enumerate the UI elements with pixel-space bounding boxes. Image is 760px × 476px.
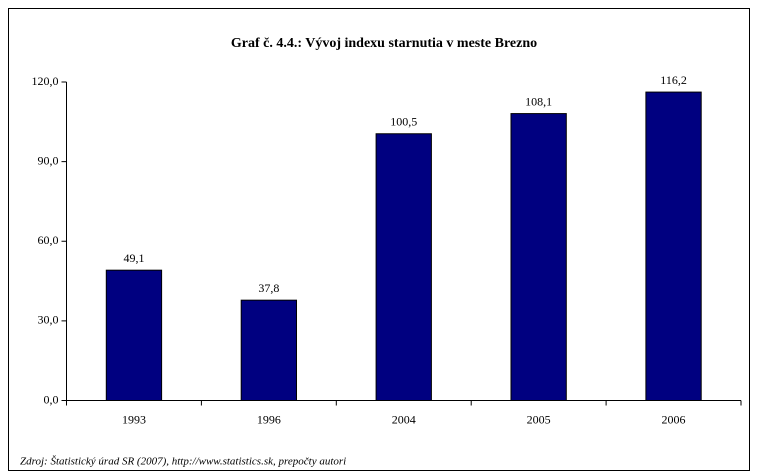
x-tick-label: 2005 bbox=[527, 412, 551, 426]
bar bbox=[645, 91, 702, 401]
y-tick-label: 30,0 bbox=[38, 313, 59, 327]
source-note: Zdroj: Štatistický úrad SR (2007), http:… bbox=[20, 456, 346, 468]
data-label: 108,1 bbox=[525, 94, 552, 108]
data-label: 100,5 bbox=[390, 115, 417, 129]
y-tick-label: 60,0 bbox=[38, 233, 59, 247]
y-tick-label: 0,0 bbox=[44, 392, 59, 406]
y-tick-label: 90,0 bbox=[38, 153, 59, 167]
x-tick-label: 1993 bbox=[122, 412, 146, 426]
bar bbox=[375, 133, 432, 401]
bar bbox=[105, 269, 163, 401]
x-tick-label: 2004 bbox=[392, 412, 416, 426]
y-tick-label: 120,0 bbox=[32, 74, 59, 88]
x-tick-label: 2006 bbox=[662, 412, 686, 426]
bar bbox=[510, 113, 567, 401]
x-tick-label: 1996 bbox=[257, 412, 281, 426]
bar bbox=[240, 299, 298, 401]
chart-title: Graf č. 4.4.: Vývoj indexu starnutia v m… bbox=[231, 36, 537, 51]
data-label: 116,2 bbox=[660, 73, 687, 87]
data-label: 37,8 bbox=[258, 281, 279, 295]
data-label: 49,1 bbox=[123, 251, 144, 265]
